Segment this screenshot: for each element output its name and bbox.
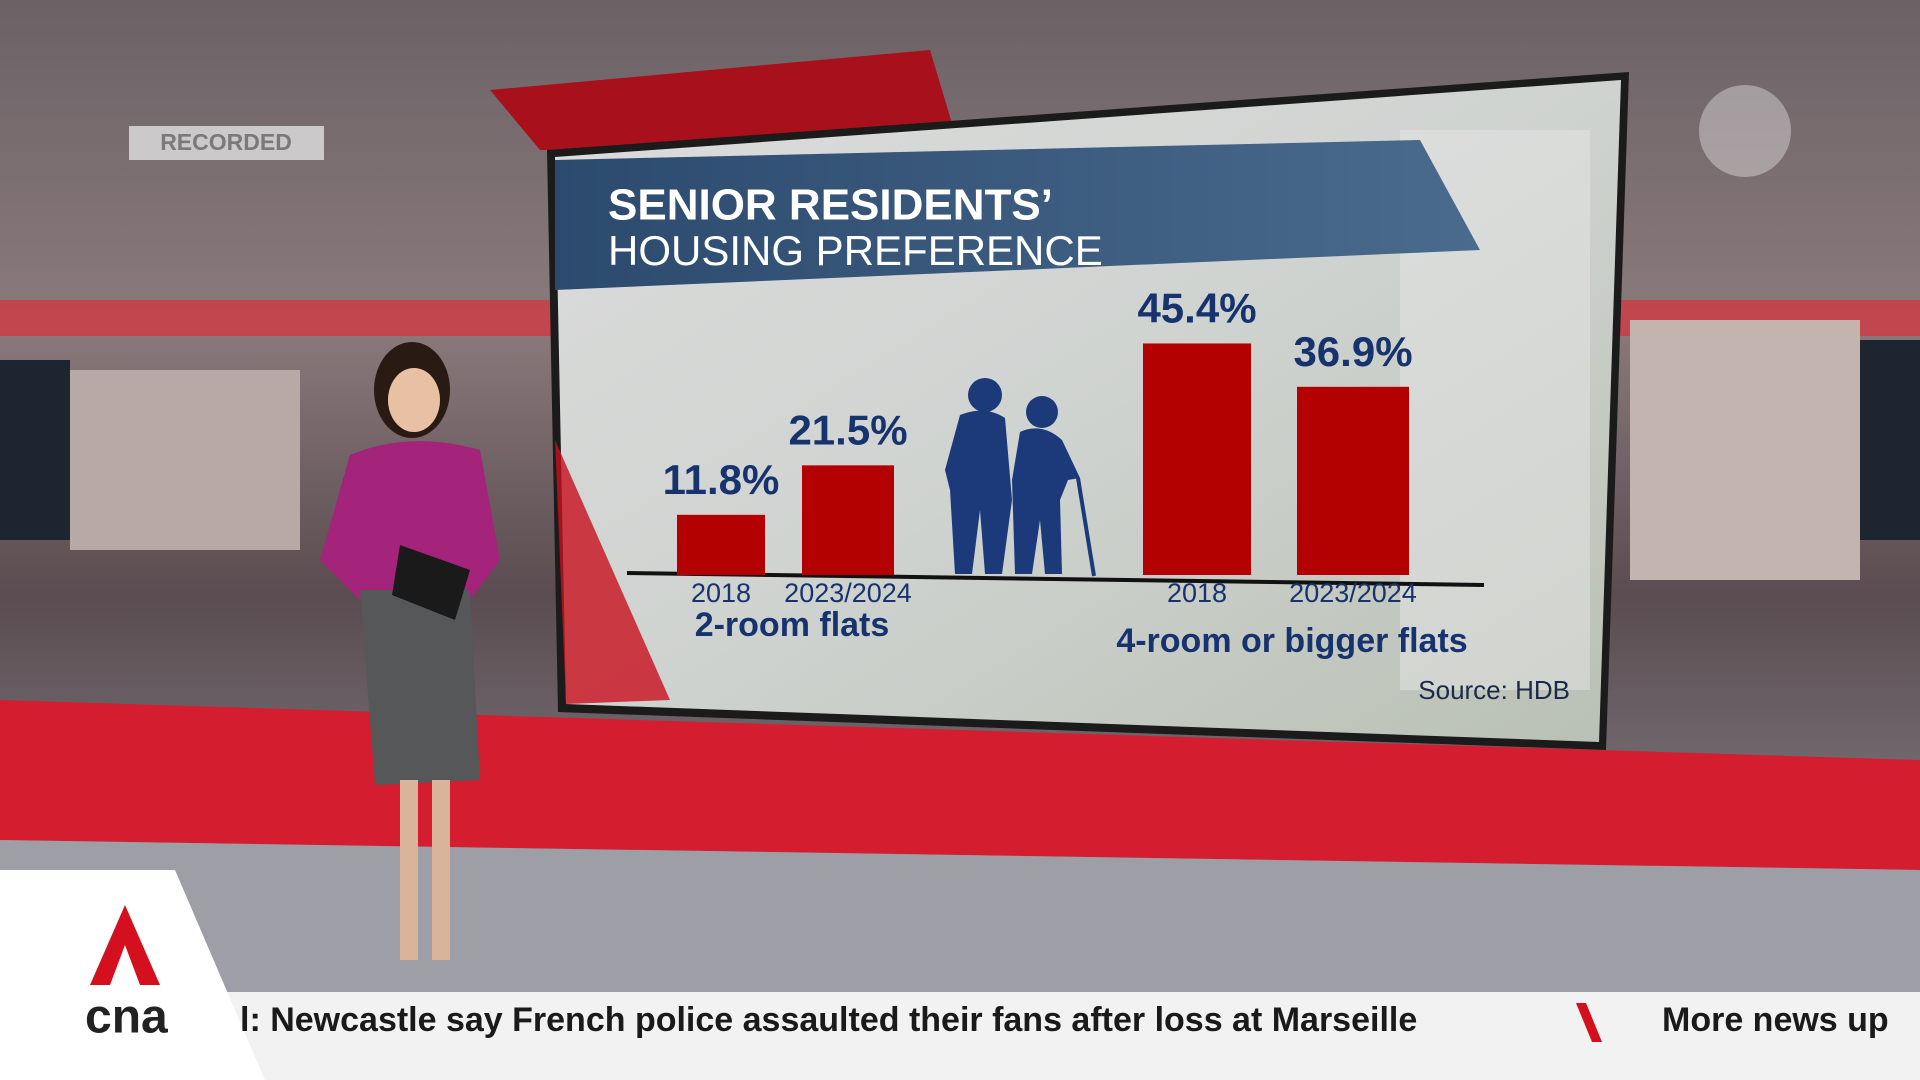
category-label: 2018 (1167, 578, 1227, 608)
chart-subtitle: HOUSING PREFERENCE (608, 227, 1103, 274)
studio-pillar (1630, 320, 1860, 580)
bar (1143, 343, 1251, 575)
recorded-badge (129, 126, 324, 160)
value-label: 21.5% (788, 406, 907, 453)
value-label: 45.4% (1137, 285, 1256, 332)
elderly-silhouette (945, 378, 1080, 574)
ticker-bar (0, 992, 1920, 1080)
studio-window (0, 360, 70, 540)
ticker-headline: l: Newcastle say French police assaulted… (240, 1001, 1417, 1039)
chart-baseline (626, 571, 1485, 587)
chart-title: SENIOR RESIDENTS’ (608, 181, 1053, 230)
presenter (320, 342, 500, 960)
ticker-separator (1576, 1003, 1602, 1042)
title-band (555, 140, 1480, 290)
channel-logo: cna (85, 991, 168, 1044)
logo-block (0, 870, 265, 1080)
group-label: 4-room or bigger flats (1116, 622, 1467, 660)
bar (677, 514, 765, 575)
studio-window (1860, 340, 1920, 540)
studio-pillar (70, 370, 300, 550)
category-label: 2018 (691, 578, 751, 608)
category-label: 2023/2024 (784, 578, 912, 608)
studio-red-panel (490, 50, 960, 150)
channel-bug (1699, 85, 1791, 177)
bar (802, 465, 894, 575)
walking-cane (1076, 477, 1096, 577)
value-label: 36.9% (1293, 328, 1412, 375)
screen-red-accent (555, 440, 670, 704)
value-label: 11.8% (663, 456, 780, 503)
ticker-next: More news up (1662, 1001, 1889, 1039)
source-note: Source: HDB (1418, 675, 1570, 705)
logo-mark (90, 905, 160, 985)
category-label: 2023/2024 (1289, 578, 1417, 608)
studio-desk-stripe (0, 700, 1920, 870)
group-label: 2-room flats (695, 606, 890, 644)
bar (1297, 386, 1409, 575)
recorded-label: RECORDED (160, 129, 292, 155)
